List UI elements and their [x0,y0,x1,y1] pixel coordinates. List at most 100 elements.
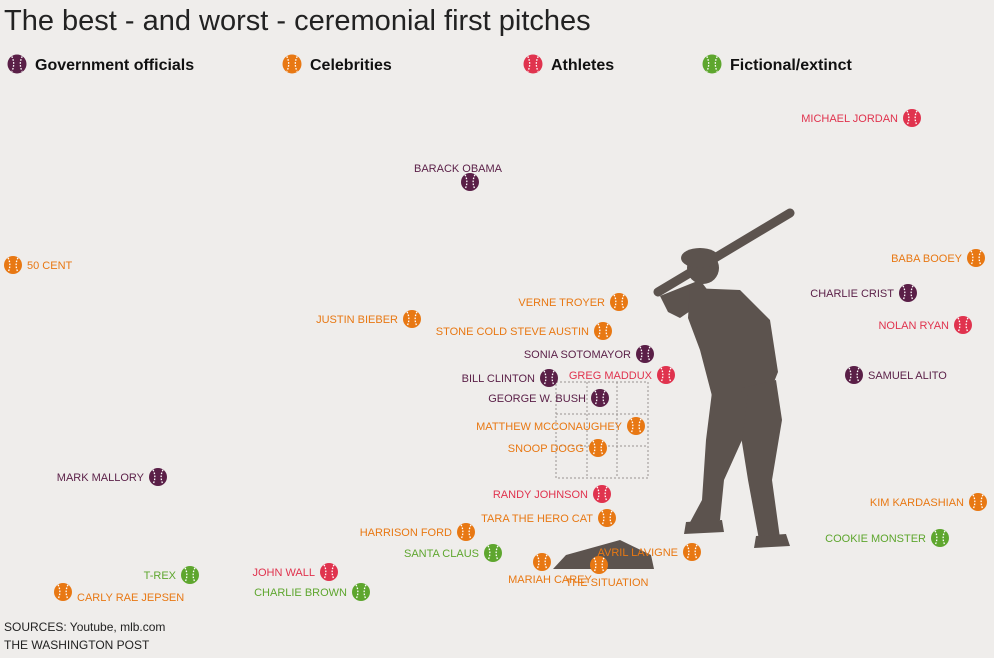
publisher-text: THE WASHINGTON POST [4,638,150,652]
point-label: KIM KARDASHIAN [870,497,964,509]
point-label: GREG MADDUX [569,370,653,382]
baseball-icon [627,417,645,435]
baseball-icon [593,485,611,503]
point-label: BARACK OBAMA [414,163,503,175]
point-label: SONIA SOTOMAYOR [524,349,631,361]
point-label: SNOOP DOGG [508,443,584,455]
baseball-icon [457,523,475,541]
data-point: VERNE TROYER [518,293,628,311]
point-label: GEORGE W. BUSH [488,393,586,405]
baseball-icon [610,293,628,311]
point-label: JUSTIN BIEBER [316,314,398,326]
baseball-icon [461,173,479,191]
data-point: KIM KARDASHIAN [870,493,987,511]
point-label: NOLAN RYAN [878,320,949,332]
baseball-icon [954,316,972,334]
baseball-icon [683,543,701,561]
baseball-icon [181,566,199,584]
data-point: SAMUEL ALITO [845,366,947,384]
baseball-icon [702,54,722,74]
data-point: MARIAH CAREY [508,553,593,586]
baseball-icon [352,583,370,601]
point-label: 50 CENT [27,260,73,272]
data-point: NOLAN RYAN [878,316,972,334]
data-point: CARLY RAE JEPSEN [54,583,184,604]
data-point: AVRIL LAVIGNE [598,543,701,561]
point-label: STONE COLD STEVE AUSTIN [436,326,589,338]
baseball-icon [7,54,27,74]
baseball-icon [4,256,22,274]
data-point: MICHAEL JORDAN [801,109,921,127]
baseball-icon [845,366,863,384]
chart-title: The best - and worst - ceremonial first … [4,5,591,37]
baseball-icon [931,529,949,547]
legend-item: Fictional/extinct [702,54,852,74]
data-point: TARA THE HERO CAT [481,509,616,527]
baseball-icon [533,553,551,571]
baseball-icon [594,322,612,340]
data-point: BILL CLINTON [462,369,558,387]
batter-silhouette [653,208,795,548]
baseball-icon [320,563,338,581]
point-label: MARK MALLORY [57,472,145,484]
baseball-icon [54,583,72,601]
baseball-icon [589,439,607,457]
data-point: SNOOP DOGG [508,439,607,457]
data-point: STONE COLD STEVE AUSTIN [436,322,612,340]
point-label: RANDY JOHNSON [493,489,588,501]
baseball-icon [899,284,917,302]
baseball-icon [598,509,616,527]
point-label: CARLY RAE JEPSEN [77,592,184,604]
data-point: THE SITUATION [566,556,649,589]
point-label: MATTHEW MCCONAUGHEY [476,421,623,433]
data-point: 50 CENT [4,256,73,274]
data-point: SONIA SOTOMAYOR [524,345,654,363]
chart-legend: Government officials Celebrities Athletes F… [7,54,852,74]
point-label: HARRISON FORD [360,527,452,539]
data-point: RANDY JOHNSON [493,485,611,503]
baseball-icon [967,249,985,267]
data-point: BABA BOOEY [891,249,985,267]
baseball-icon [149,468,167,486]
point-label: COOKIE MONSTER [825,533,926,545]
baseball-icon [903,109,921,127]
data-point: MATTHEW MCCONAUGHEY [476,417,645,435]
baseball-icon [591,389,609,407]
baseball-icon [969,493,987,511]
baseball-icon [540,369,558,387]
legend-label: Celebrities [310,57,392,74]
data-point: JOHN WALL [252,563,338,581]
legend-label: Athletes [551,57,614,74]
data-point: HARRISON FORD [360,523,475,541]
baseball-icon [657,366,675,384]
point-label: SANTA CLAUS [404,548,479,560]
point-label: SAMUEL ALITO [868,370,947,382]
data-point: GREG MADDUX [569,366,675,384]
baseball-icon [282,54,302,74]
data-point: CHARLIE CRIST [810,284,917,302]
point-label: MICHAEL JORDAN [801,113,898,125]
point-label: AVRIL LAVIGNE [598,547,679,559]
data-point: COOKIE MONSTER [825,529,949,547]
data-point: MARK MALLORY [57,468,167,486]
point-label: BILL CLINTON [462,373,535,385]
point-label: MARIAH CAREY [508,574,592,586]
point-label: CHARLIE BROWN [254,587,347,599]
data-point: BARACK OBAMA [414,163,503,191]
data-point: GEORGE W. BUSH [488,389,609,407]
source-text: SOURCES: Youtube, mlb.com [4,620,165,634]
legend-item: Celebrities [282,54,392,74]
point-label: BABA BOOEY [891,253,963,265]
legend-label: Fictional/extinct [730,57,852,74]
baseball-icon [403,310,421,328]
home-plate [553,540,654,569]
baseball-icon [636,345,654,363]
point-label: VERNE TROYER [518,297,605,309]
data-point: SANTA CLAUS [404,544,502,562]
baseball-icon [590,556,608,574]
point-label: TARA THE HERO CAT [481,513,593,525]
point-label: JOHN WALL [252,567,315,579]
point-label: THE SITUATION [566,577,649,589]
data-point: T-REX [144,566,199,584]
legend-item: Athletes [523,54,614,74]
